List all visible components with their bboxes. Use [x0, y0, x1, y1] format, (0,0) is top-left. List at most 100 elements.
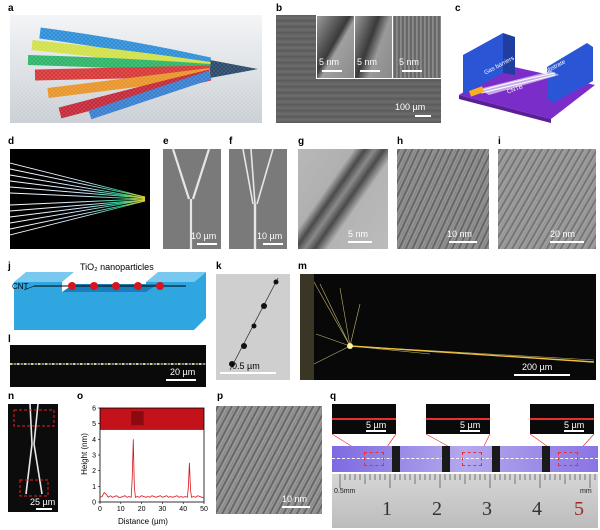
- panel-label-q: q: [330, 391, 337, 402]
- scalebar-label: 10 µm: [257, 231, 283, 241]
- afm-image-feature: [131, 411, 144, 426]
- panel-label-g: g: [298, 136, 305, 147]
- panel-i-tem-image: 20 nm: [498, 149, 596, 249]
- panel-e-sem-image: 10 µm: [163, 149, 221, 249]
- scalebar-label: 5 nm: [319, 57, 340, 67]
- scalebar-line: [514, 374, 570, 376]
- catalyst-strip: [469, 86, 485, 97]
- tio2-title: TiO₂ nanoparticles: [80, 262, 154, 272]
- scalebar-line: [402, 70, 422, 72]
- panel-k-sem-image: 0.5 µm: [216, 274, 290, 380]
- q-substrate-strip: [332, 446, 598, 472]
- scalebar-label: 5 nm: [357, 57, 378, 67]
- scalebar-line: [282, 506, 310, 508]
- panel-label-j: j: [8, 261, 11, 272]
- gas-barrier-left: [463, 33, 503, 95]
- scalebar-label: 200 µm: [522, 362, 553, 372]
- panel-label-e: e: [163, 136, 169, 147]
- panel-label-l: l: [8, 334, 11, 345]
- scalebar-line: [348, 241, 372, 243]
- scalebar-label: 10 nm: [282, 494, 308, 504]
- q-inset-3: 5 µm: [530, 404, 594, 434]
- panel-label-p: p: [217, 391, 224, 402]
- scalebar-line: [263, 243, 283, 245]
- ruler-unit-label: 0.5mm: [334, 488, 356, 495]
- y-tick-label: 3: [92, 453, 96, 460]
- panel-label-o: o: [77, 391, 84, 402]
- tem-inset-3: [392, 15, 441, 79]
- q-inset-1: 5 µm: [332, 404, 396, 434]
- x-tick-label: 20: [138, 506, 146, 513]
- scalebar-label: 25 µm: [30, 497, 56, 507]
- y-tick-label: 2: [92, 468, 96, 475]
- scalebar-label: 0.5 µm: [232, 361, 260, 371]
- panel-l-darkfield-image: 20 µm: [10, 345, 206, 387]
- scalebar-line: [322, 70, 342, 72]
- panel-label-b: b: [276, 3, 283, 14]
- scalebar-line: [460, 430, 480, 432]
- panel-g-tem-image: 5 nm: [298, 149, 388, 249]
- panel-h-tem-image: 10 nm: [397, 149, 489, 249]
- y-tick-label: 5: [92, 421, 96, 428]
- x-tick-label: 40: [179, 506, 187, 513]
- scalebar-label: 5 µm: [564, 420, 585, 430]
- gas-barrier-right: [547, 43, 593, 103]
- panel-d-bundle-illustration: [10, 149, 150, 249]
- scalebar-label: 5 µm: [366, 420, 387, 430]
- panel-m-darkfield-image: 200 µm: [300, 274, 596, 380]
- panel-label-n: n: [8, 391, 15, 402]
- scalebar-line: [360, 70, 380, 72]
- panel-label-c: c: [455, 3, 461, 14]
- panel-f-sem-image: 10 µm: [229, 149, 287, 249]
- panel-label-h: h: [397, 136, 404, 147]
- scalebar-label: 5 nm: [348, 229, 369, 239]
- y-tick-label: 6: [92, 406, 96, 413]
- scalebar-line: [415, 115, 431, 117]
- panel-b-sem-image: 5 nm 5 nm 5 nm 100 µm: [276, 15, 441, 123]
- scalebar-label: 100 µm: [395, 102, 426, 112]
- y-tick-label: 1: [92, 484, 96, 491]
- scalebar-label: 5 µm: [460, 420, 481, 430]
- panel-label-a: a: [8, 3, 14, 14]
- cnt-label: CNT: [12, 282, 29, 291]
- scalebar-line: [36, 508, 52, 510]
- tem-inset-1: [316, 15, 355, 79]
- scalebar-label: 20 nm: [550, 229, 576, 239]
- scalebar-line: [220, 372, 276, 374]
- ruler-number-4: 4: [532, 498, 542, 520]
- panel-a-nanotube-rendering: [10, 15, 262, 123]
- panel-q-macro-image: 5 µm 5 µm 5 µm 0.5mm 1 2 3 4 5: [332, 404, 598, 528]
- scalebar-line: [197, 243, 217, 245]
- x-tick-label: 10: [117, 506, 125, 513]
- series-line-0: [99, 439, 204, 498]
- scalebar-line: [449, 241, 477, 243]
- chart-ylabel: Height (nm): [79, 433, 89, 475]
- panel-o-height-chart: 0 10 20 30 40 50 0 1 2 3 4 5 6 Height (nm) Distance …: [78, 400, 210, 528]
- panel-n-sem-image: 25 µm: [8, 404, 58, 512]
- tio2-diagram: [14, 272, 206, 330]
- q-inset-2: 5 µm: [426, 404, 490, 434]
- ruler-mm-label: mm: [580, 488, 592, 495]
- height-profile-chart: 0 10 20 30 40 50 0 1 2 3 4 5 6: [92, 406, 208, 514]
- panel-label-m: m: [298, 261, 307, 272]
- scalebar-label: 10 nm: [447, 229, 473, 239]
- converging-lines: [10, 162, 146, 236]
- scalebar-line: [166, 379, 196, 381]
- scalebar-label: 5 nm: [399, 57, 420, 67]
- ruler-number-5: 5: [574, 498, 584, 520]
- nanotube-bundle-illustration: [10, 15, 262, 123]
- scalebar-label: 10 µm: [191, 231, 217, 241]
- ruler-number-1: 1: [382, 498, 392, 520]
- ruler-number-3: 3: [482, 498, 492, 520]
- panel-c-device-schematic: Gas barriers Substrate CNTB: [455, 15, 597, 123]
- x-tick-label: 0: [98, 506, 102, 513]
- q-ruler: 0.5mm 1 2 3 4 5 mm: [332, 474, 598, 528]
- panel-label-f: f: [229, 136, 233, 147]
- panel-j-tio2-schematic: TiO₂ nanoparticles CNT: [10, 262, 206, 330]
- red-box-bottom: [19, 479, 49, 497]
- device-schematic: [459, 33, 595, 123]
- panel-label-d: d: [8, 136, 15, 147]
- y-tick-label: 0: [92, 500, 96, 507]
- panel-label-k: k: [216, 261, 222, 272]
- x-tick-label: 30: [159, 506, 167, 513]
